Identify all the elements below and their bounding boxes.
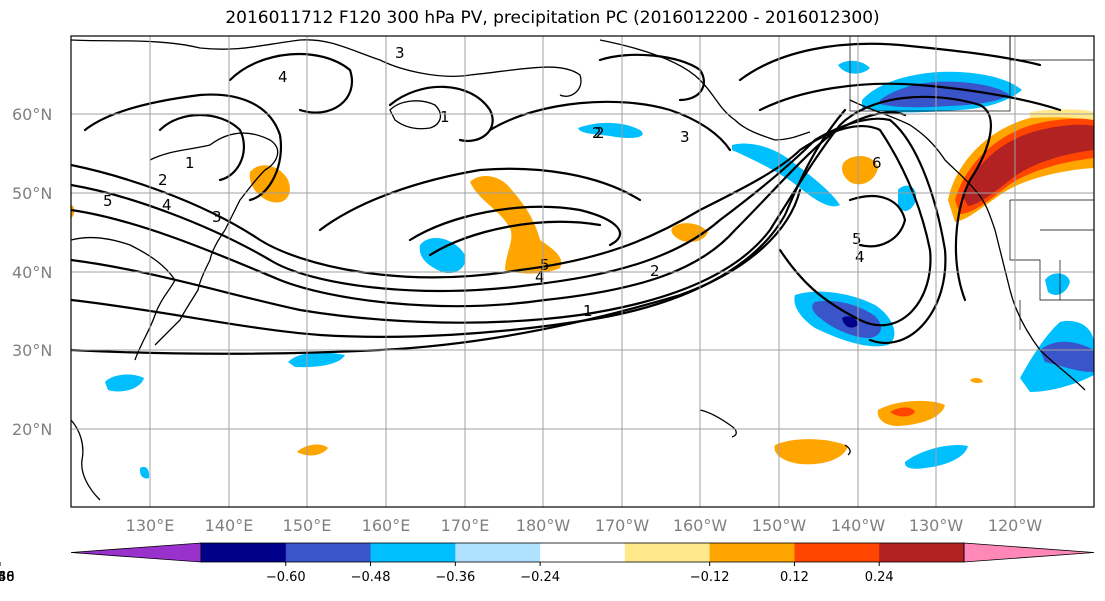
- borders: [849, 36, 1094, 330]
- colorbar-segment: [370, 543, 456, 562]
- colorbar-segment: [455, 543, 541, 562]
- colorbar-tick-label: −0.12: [690, 570, 730, 585]
- colorbar-segment: [201, 543, 287, 562]
- lon-label: 140°E: [205, 516, 254, 535]
- colorbar-extend-high: [963, 542, 1095, 563]
- colorbar-extend-low: [70, 542, 202, 563]
- contour-label: 4: [855, 248, 865, 266]
- contour-label: 2: [592, 124, 602, 142]
- lat-label-50n: 50°N: [12, 184, 52, 203]
- contour-label: 1: [185, 154, 195, 172]
- contour-label: 6: [872, 154, 882, 172]
- contour-label: 2: [158, 171, 168, 189]
- contour-label: 5: [103, 192, 113, 210]
- lon-label: 120°W: [988, 516, 1043, 535]
- colorbar-tick-label: −0.48: [351, 570, 391, 585]
- lat-label-60n: 60°N: [12, 105, 52, 124]
- colorbar-tick-label: −0.24: [520, 570, 560, 585]
- contour-label: 4: [278, 68, 288, 86]
- lon-label: 180°W: [516, 516, 571, 535]
- contour-label: 1: [440, 108, 450, 126]
- contour-label: 5: [852, 230, 862, 248]
- colorbar: [70, 542, 1095, 563]
- lon-label: 170°W: [595, 516, 650, 535]
- colorbar-segment: [879, 543, 965, 562]
- colorbar-tick-label: 0.24: [865, 570, 894, 585]
- lon-label: 160°W: [673, 516, 728, 535]
- lon-label: 170°E: [441, 516, 490, 535]
- latitude-labels: 60°N 50°N 40°N 30°N 20°N: [12, 105, 52, 439]
- colorbar-tick-label: 0.36: [0, 570, 14, 585]
- contour-labels: 4 3 2 1 5 4 3 2 1 5 4 2 1 2 3 5 4 6: [103, 44, 882, 320]
- contour-label: 3: [395, 44, 405, 62]
- contour-label: 1: [583, 302, 593, 320]
- contour-label: 5: [540, 256, 550, 274]
- lon-label: 150°E: [283, 516, 332, 535]
- lon-label: 130°W: [909, 516, 964, 535]
- longitude-labels: 130°E 140°E 150°E 160°E 170°E 180°W 170°…: [126, 516, 1043, 535]
- colorbar-segment: [709, 543, 795, 562]
- pv-contours: [71, 42, 1062, 355]
- contour-label: 4: [162, 196, 172, 214]
- contour-label: 4: [535, 268, 545, 286]
- colorbar-tick-label: 0.48: [0, 570, 14, 585]
- lat-label-40n: 40°N: [12, 263, 52, 282]
- lon-label: 160°E: [362, 516, 411, 535]
- contour-label: 3: [680, 128, 690, 146]
- lat-label-20n: 20°N: [12, 420, 52, 439]
- colorbar-tick-label: 0.60: [0, 570, 14, 585]
- contour-label: 2: [650, 262, 660, 280]
- colorbar-tick-label: 0.12: [780, 570, 809, 585]
- lat-label-30n: 30°N: [12, 341, 52, 360]
- gridlines: [71, 36, 1094, 507]
- colorbar-tick-labels: −0.60 −0.48 −0.36 −0.24 −0.12 0.12 0.24 0.360.4…: [0, 562, 894, 585]
- lon-label: 130°E: [126, 516, 175, 535]
- lon-label: 140°W: [831, 516, 886, 535]
- colorbar-outline: [200, 542, 965, 563]
- map-title: 2016011712 F120 300 hPa PV, precipitatio…: [225, 8, 880, 28]
- lon-label: 150°W: [752, 516, 807, 535]
- colorbar-tick-label: −0.36: [435, 570, 475, 585]
- coastlines: [71, 39, 1086, 501]
- colorbar-tick-label: −0.60: [266, 570, 306, 585]
- colorbar-segment: [624, 543, 711, 562]
- map-frame: [70, 35, 1095, 508]
- colorbar-segment: [794, 543, 880, 562]
- colorbar-segment: [285, 543, 372, 562]
- contour-label: 2: [595, 124, 605, 142]
- contour-label: 3: [212, 208, 222, 226]
- colorbar-segment: [540, 543, 626, 562]
